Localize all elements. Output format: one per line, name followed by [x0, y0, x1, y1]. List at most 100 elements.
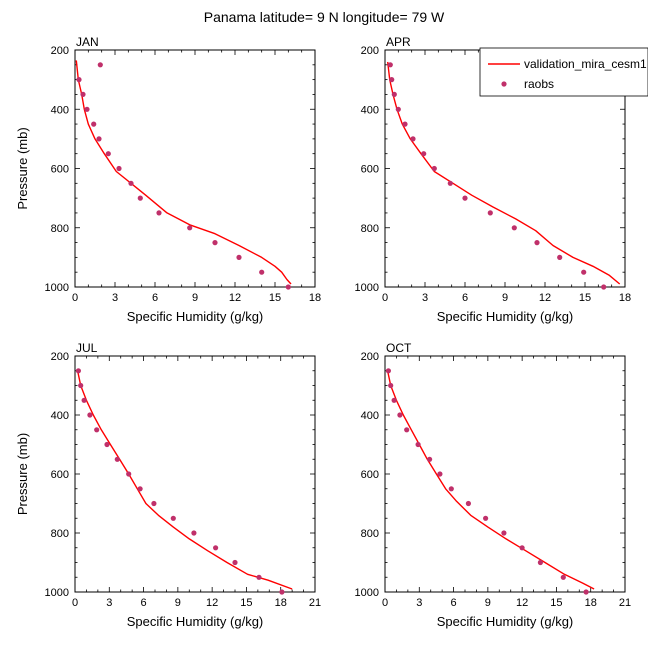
x-tick-label-oct: 18	[585, 597, 597, 609]
x-tick-label-oct: 15	[550, 597, 562, 609]
obs-point-apr	[410, 136, 416, 142]
x-axis-label-jan: Specific Humidity (g/kg)	[127, 309, 264, 324]
x-axis-label-oct: Specific Humidity (g/kg)	[437, 614, 574, 629]
y-tick-label-jan: 1000	[45, 282, 69, 294]
x-tick-label-oct: 6	[451, 597, 457, 609]
obs-point-apr	[487, 210, 493, 216]
obs-point-oct	[397, 412, 403, 418]
panel-label-jul: JUL	[76, 341, 98, 355]
y-tick-label-jul: 400	[51, 410, 69, 422]
x-tick-label-oct: 3	[416, 597, 422, 609]
x-tick-label-apr: 12	[539, 292, 551, 304]
obs-point-jan	[128, 180, 134, 186]
x-tick-label-apr: 18	[619, 292, 631, 304]
obs-point-oct	[427, 456, 433, 462]
obs-point-oct	[537, 559, 544, 566]
obs-point-jul	[81, 397, 87, 403]
obs-point-apr	[387, 62, 393, 68]
x-tick-label-jan: 0	[72, 292, 78, 304]
obs-point-jan	[285, 284, 291, 290]
obs-point-apr	[534, 240, 540, 246]
legend-obs-marker	[501, 81, 507, 87]
figure-title: Panama latitude= 9 N longitude= 79 W	[204, 9, 445, 25]
x-tick-label-apr: 0	[382, 292, 388, 304]
obs-point-jan	[76, 77, 82, 83]
obs-point-oct	[519, 545, 525, 551]
obs-point-jul	[137, 486, 143, 492]
obs-point-apr	[462, 195, 468, 201]
panel-label-apr: APR	[386, 35, 411, 49]
obs-point-jan	[116, 165, 122, 172]
panel-jan: JAN 0 3 6 9 12 15 18 200 400 600 800 1000 Specific Hu…	[15, 35, 321, 324]
x-tick-label-oct: 12	[516, 597, 528, 609]
obs-point-oct	[560, 574, 566, 580]
model-line-apr	[387, 61, 621, 285]
legend-model-label: validation_mira_cesm1	[524, 57, 647, 71]
y-tick-label-jul: 200	[51, 351, 69, 363]
obs-point-jan	[259, 269, 265, 275]
obs-point-apr	[511, 225, 517, 231]
obs-point-jan	[84, 106, 90, 112]
obs-point-jan	[236, 254, 242, 260]
x-tick-label-jul: 9	[175, 597, 181, 609]
plot-frame-jul	[74, 355, 316, 593]
obs-point-jul	[78, 382, 84, 389]
obs-point-apr	[601, 284, 607, 290]
obs-point-jul	[256, 574, 262, 580]
x-tick-label-jul: 6	[141, 597, 147, 609]
obs-point-apr	[581, 269, 587, 275]
x-tick-label-apr: 6	[462, 292, 468, 304]
plot-frame-oct	[384, 355, 626, 593]
y-tick-label-oct: 600	[361, 469, 379, 481]
x-tick-label-apr: 9	[502, 292, 508, 304]
obs-point-jan	[137, 195, 143, 201]
y-tick-label-oct: 800	[361, 528, 379, 540]
y-tick-label-jul: 800	[51, 528, 69, 540]
obs-point-apr	[447, 180, 453, 186]
x-tick-label-jul: 18	[275, 597, 287, 609]
x-tick-label-oct: 21	[619, 597, 631, 609]
x-tick-label-jan: 12	[229, 292, 241, 304]
y-tick-label-oct: 1000	[355, 587, 379, 599]
obs-point-jul	[232, 559, 238, 566]
obs-point-jul	[94, 427, 100, 433]
obs-point-apr	[557, 254, 563, 260]
obs-point-oct	[391, 397, 397, 403]
x-tick-label-apr: 15	[579, 292, 591, 304]
y-tick-label-oct: 400	[361, 410, 379, 422]
y-tick-label-jan: 400	[51, 104, 69, 116]
obs-point-oct	[415, 441, 421, 448]
y-tick-label-apr: 400	[361, 104, 379, 116]
panel-jul: JUL 0 3 6 9 12 15 18 21 200 400 600 800 1000 Specific …	[15, 341, 321, 629]
x-tick-label-jul: 0	[72, 597, 78, 609]
y-tick-label-apr: 800	[361, 223, 379, 235]
obs-point-jul	[87, 412, 93, 418]
x-tick-label-jan: 6	[152, 292, 158, 304]
obs-point-apr	[431, 165, 437, 172]
legend-obs-label: raobs	[524, 77, 554, 91]
y-tick-label-jul: 600	[51, 469, 69, 481]
obs-point-apr	[389, 77, 395, 83]
x-tick-label-oct: 0	[382, 597, 388, 609]
obs-point-oct	[483, 515, 489, 521]
model-line-jan	[75, 60, 292, 285]
y-tick-label-jan: 600	[51, 164, 69, 176]
x-tick-label-jan: 15	[269, 292, 281, 304]
obs-point-jan	[96, 136, 102, 142]
obs-point-jul	[151, 500, 157, 507]
x-tick-label-jan: 18	[309, 292, 321, 304]
panel-label-jan: JAN	[76, 35, 99, 49]
y-tick-label-jan: 200	[51, 45, 69, 57]
obs-point-jan	[187, 225, 193, 231]
legend: validation_mira_cesm1 raobs	[479, 47, 648, 97]
y-tick-label-jan: 800	[51, 223, 69, 235]
panel-label-oct: OCT	[386, 341, 412, 355]
x-tick-label-jan: 3	[112, 292, 118, 304]
obs-point-jan	[105, 151, 111, 157]
y-axis-label-jul: Pressure (mb)	[15, 433, 30, 515]
obs-point-apr	[402, 121, 408, 127]
x-axis-label-apr: Specific Humidity (g/kg)	[437, 309, 574, 324]
obs-point-jul	[104, 441, 110, 448]
obs-point-oct	[437, 471, 443, 477]
y-tick-label-apr: 200	[361, 45, 379, 57]
